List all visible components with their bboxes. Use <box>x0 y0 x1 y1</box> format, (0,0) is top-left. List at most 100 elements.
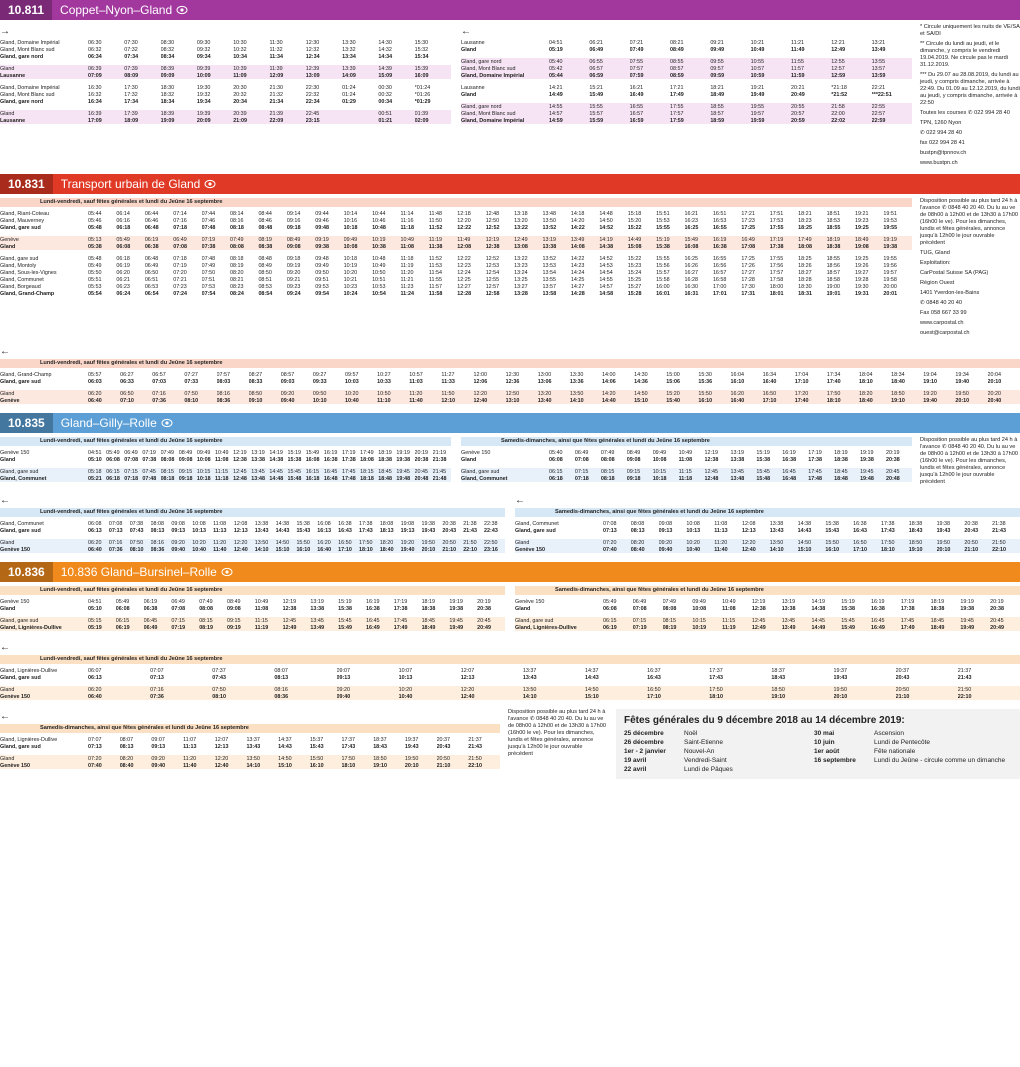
departure-time: 18:26 <box>798 262 812 269</box>
departure-time: 14:38 <box>269 456 284 463</box>
departure-time: 21:37 <box>957 667 972 674</box>
departure-time: 19:01 <box>826 290 841 297</box>
holiday-name: Lundi du Jeûne - circule comme un dimanc… <box>874 757 1006 764</box>
departure-time: 16:57 <box>629 110 644 117</box>
stop-name: Gland, Grand-Champ <box>0 371 52 378</box>
departure-time: 13:00 <box>537 371 552 378</box>
departure-time: 09:18 <box>286 255 301 262</box>
departure-time: 05:42 <box>549 65 563 72</box>
departure-time: 10:19 <box>372 236 386 243</box>
departure-time: 11:14 <box>400 210 414 217</box>
departure-time: 13:09 <box>305 72 320 79</box>
departure-time: 18:50 <box>908 539 923 546</box>
direction-arrow: → <box>0 26 10 37</box>
departure-time: 12:45 <box>233 468 247 475</box>
timetable-row: Gland, gare sud 05:15 06:15 06:45 07:15 08:15… <box>0 617 505 624</box>
stop-name: Gland <box>0 110 15 117</box>
stop-name: Gland <box>461 46 477 53</box>
departure-time: 07:16 <box>152 390 166 397</box>
departure-time: 15:30 <box>698 371 712 378</box>
stop-name: Gland, Mauverney <box>0 217 45 224</box>
departure-time: 20:48 <box>885 475 900 482</box>
departure-time: 18:38 <box>908 520 923 527</box>
departure-time: 09:18 <box>286 224 301 231</box>
departure-time: 13:19 <box>251 449 265 456</box>
departure-time: 09:16 <box>286 217 301 224</box>
departure-time: 15:38 <box>338 605 352 612</box>
departure-time: 12:00 <box>473 371 488 378</box>
departure-time: 17:57 <box>769 269 784 276</box>
side-note: Exploitation: <box>920 260 951 266</box>
departure-time: 11:08 <box>254 605 269 612</box>
departure-time: 10:08 <box>686 520 700 527</box>
service-note: Lundi-vendredi, sauf fêtes générales et … <box>0 508 505 517</box>
service-note: Samedis-dimanches, ainsi que fêtes génér… <box>515 508 1020 517</box>
departure-time: 16:38 <box>782 456 797 463</box>
departure-time: 15:45 <box>841 617 855 624</box>
side-note: www.carpostal.ch <box>920 320 964 326</box>
departure-time: 07:59 <box>629 72 644 79</box>
departure-time: 07:08 <box>603 520 617 527</box>
departure-time: 17:55 <box>669 103 684 110</box>
departure-time: 12:40 <box>473 397 488 404</box>
timetable-group: Gland, gare sud 06:15 07:15 08:15 10:15 11:15… <box>515 617 1020 631</box>
departure-time: 20:10 <box>404 762 419 769</box>
departure-time: 06:18 <box>116 224 131 231</box>
departure-time: 16:38 <box>871 605 885 612</box>
service-note: Lundi-vendredi, sauf fêtes générales et … <box>0 655 1020 664</box>
timetable-body: Gland 07:20 08:20 09:20 10:20 11:20 12:20 13:50… <box>515 539 1020 553</box>
departure-time: 18:23 <box>798 217 812 224</box>
timetable-body: Gland, Lignières-Dullive 07:07 08:07 09:07 1… <box>0 736 500 750</box>
departure-time: 12:53 <box>485 262 500 269</box>
departure-time: 11:54 <box>428 269 442 276</box>
departure-time: 08:08 <box>199 605 213 612</box>
departure-time: 16:38 <box>712 243 727 250</box>
departure-time: 07:14 <box>173 210 187 217</box>
departure-time: 07:09 <box>88 72 102 79</box>
departure-time: 16:37 <box>647 667 661 674</box>
timetable-group: Gland 06:39 07:39 08:39 09:39 10:39 11:39 12:39… <box>0 65 451 79</box>
departure-time: 12:38 <box>233 456 247 463</box>
departure-time: 15:50 <box>309 755 324 762</box>
departure-time: 07:21 <box>629 39 644 46</box>
holiday-name: Ascension <box>874 730 904 737</box>
departure-time: 07:49 <box>662 598 677 605</box>
departure-time: 10:21 <box>343 276 358 283</box>
departure-time: 07:16 <box>150 686 164 693</box>
departure-time: 10:57 <box>409 371 423 378</box>
holiday-date: 10 juin <box>814 739 835 746</box>
departure-time: 08:08 <box>150 520 165 527</box>
stop-name: Genève 150 <box>0 449 30 456</box>
departure-time: 08:19 <box>199 624 213 631</box>
departure-time: 18:48 <box>378 475 393 482</box>
timetable-group: Gland, Domaine Impérial 16:30 17:30 18:30 19… <box>0 84 451 105</box>
departure-time: 08:16 <box>150 539 165 546</box>
departure-time: 21:32 <box>269 91 283 98</box>
departure-time: 07:40 <box>603 546 617 553</box>
departure-time: 17:34 <box>826 371 841 378</box>
departure-time: 19:55 <box>750 103 765 110</box>
departure-time: 10:19 <box>343 262 358 269</box>
departure-time: 21:09 <box>233 117 247 124</box>
departure-time: 12:52 <box>485 255 500 262</box>
departure-time: 13:38 <box>769 520 784 527</box>
timetable-body: Genève 05:13 05:49 06:19 06:49 07:19 07:49 08:1… <box>0 236 912 250</box>
departure-time: 08:48 <box>258 224 273 231</box>
departure-time: 16:40 <box>317 546 332 553</box>
departure-time: 14:40 <box>602 397 616 404</box>
departure-time: 16:10 <box>825 546 840 553</box>
departure-time: 09:40 <box>336 693 351 700</box>
departure-time: 09:21 <box>286 276 301 283</box>
timetable-row: Gland 14:49 15:49 16:49 17:49 18:49 19:49 20:49… <box>461 91 912 98</box>
departure-time: 19:38 <box>883 243 898 250</box>
departure-time: 10:32 <box>233 46 247 53</box>
departure-time: 07:15 <box>171 617 185 624</box>
departure-time: 13:50 <box>246 755 260 762</box>
departure-time: 22:21 <box>871 84 886 91</box>
departure-time: 10:18 <box>652 475 667 482</box>
departure-time: 06:34 <box>88 53 102 60</box>
departure-time: 19:50 <box>936 539 951 546</box>
departure-time: 20:38 <box>885 456 900 463</box>
departure-time: 16:34 <box>762 371 777 378</box>
departure-time: 10:08 <box>692 605 707 612</box>
